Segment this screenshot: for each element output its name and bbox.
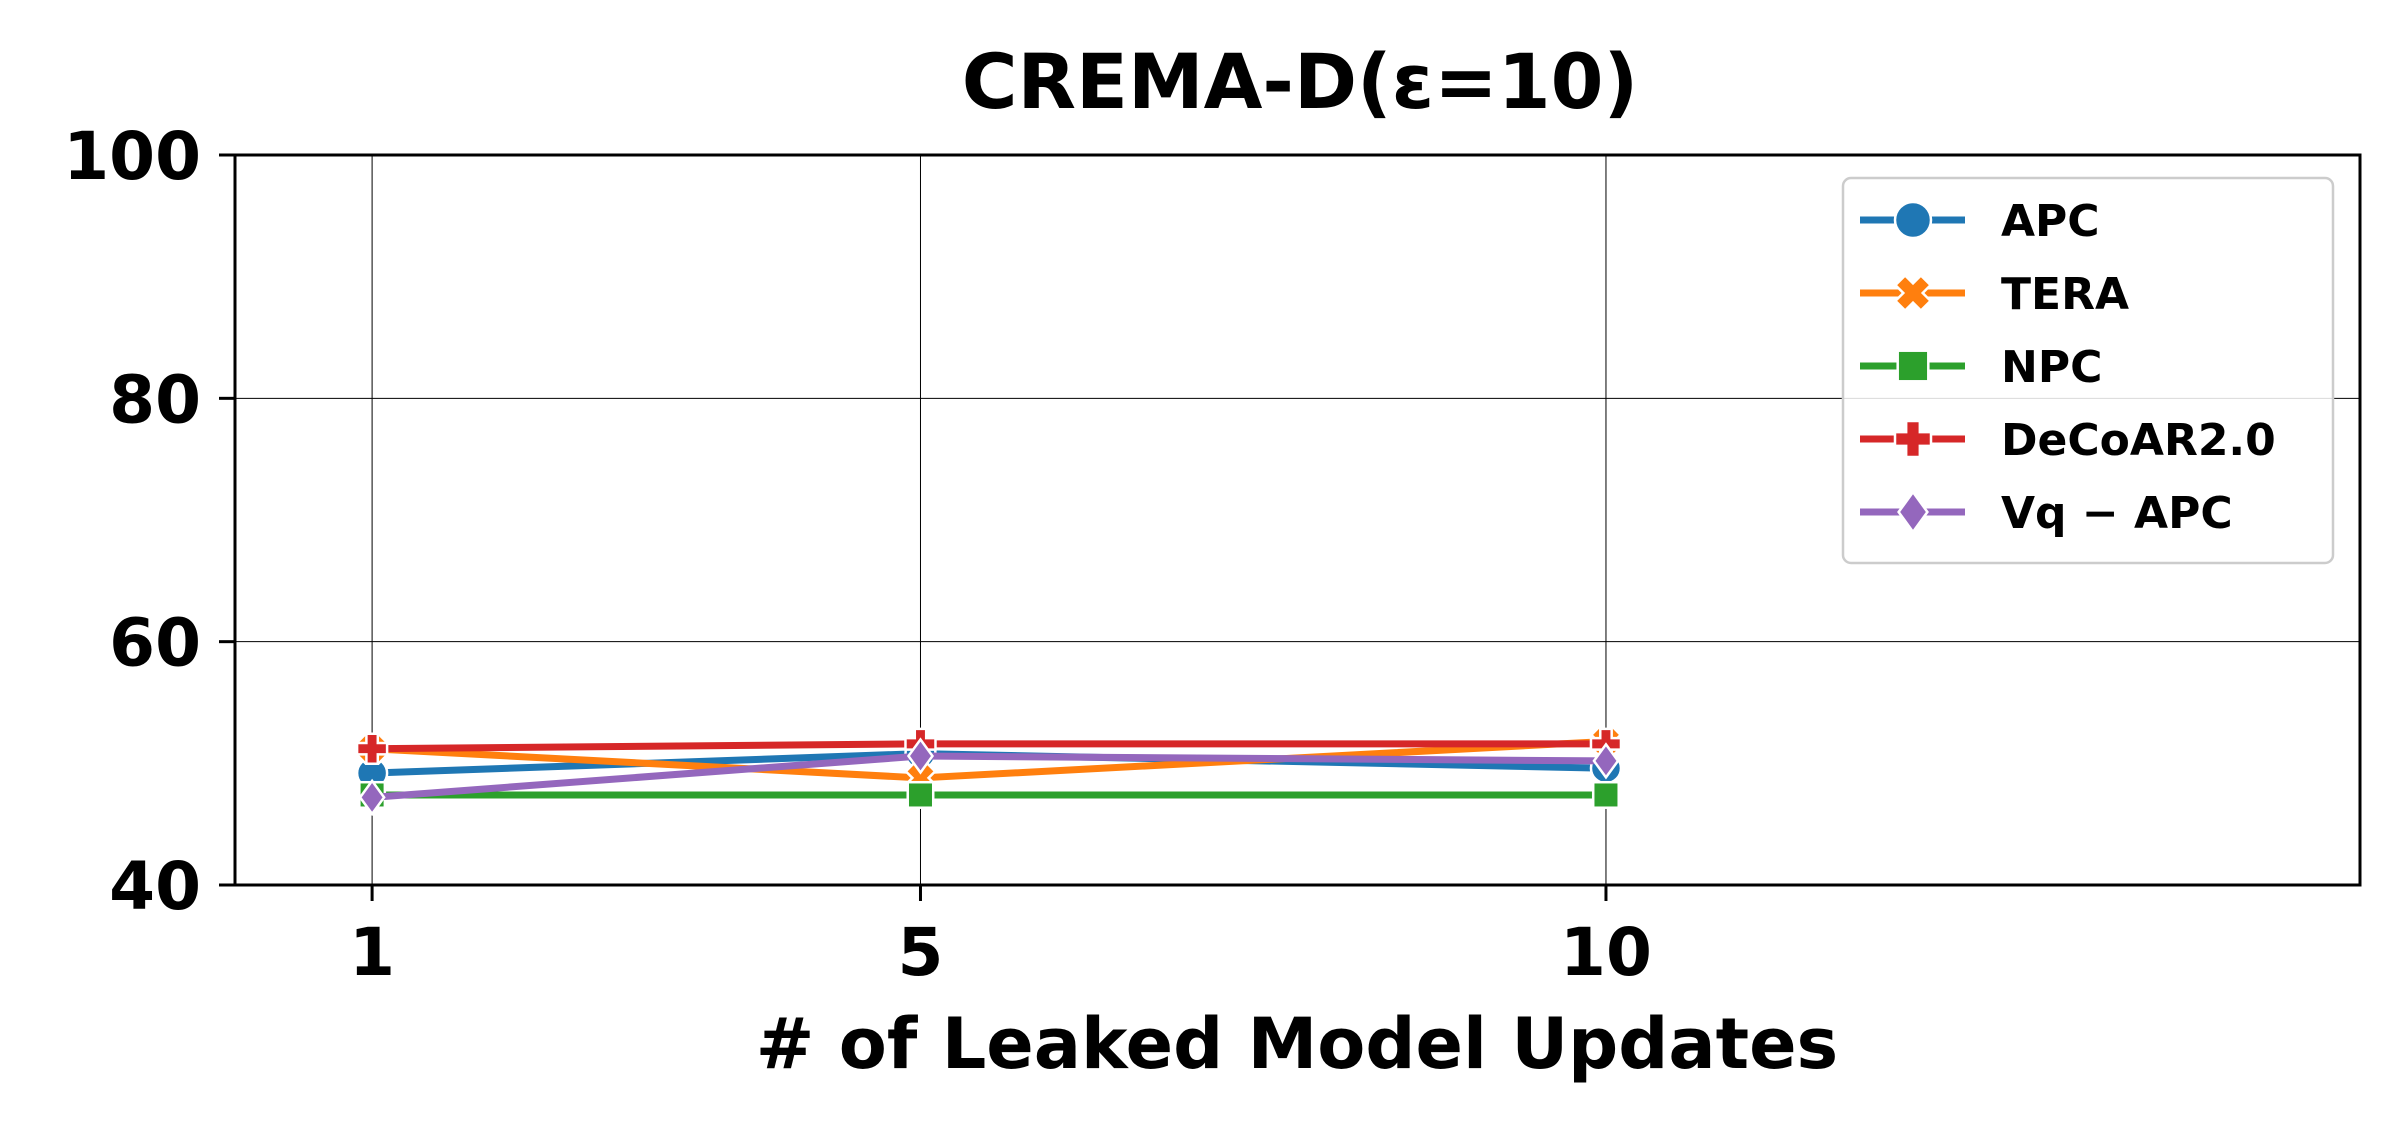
legend-label: TERA <box>2001 269 2129 320</box>
x-axis: 1 5 10 <box>349 885 1652 991</box>
legend-entry: DeCoAR2.0 <box>1860 415 2276 466</box>
chart-title: CREMA-D(ε=10) <box>962 37 1639 126</box>
plot-frame <box>233 153 2362 887</box>
legend: APC TERA NPC DeCoAR2.0 Vq − APC <box>1841 176 2335 565</box>
data-point <box>1897 490 1929 534</box>
legend-label: DeCoAR2.0 <box>2001 415 2276 466</box>
x-tick-label: 1 <box>349 914 395 991</box>
data-point <box>1591 780 1620 809</box>
data-point <box>355 732 389 765</box>
y-tick-label: 100 <box>63 118 201 195</box>
legend-entry: TERA <box>1860 269 2129 320</box>
data-point <box>1893 419 1933 459</box>
x-axis-label: # of Leaked Model Updates <box>756 1003 1838 1085</box>
data-point <box>906 780 935 809</box>
data-point <box>1893 273 1933 313</box>
data-point <box>1893 200 1933 240</box>
data-point <box>1896 349 1930 383</box>
legend-entry: NPC <box>1860 342 2102 393</box>
data-point <box>906 737 935 775</box>
y-tick-label: 40 <box>109 848 201 925</box>
y-tick-label: 80 <box>109 361 201 438</box>
y-tick-label: 60 <box>109 605 201 682</box>
legend-entry: APC <box>1860 196 2100 247</box>
legend-label: NPC <box>2001 342 2102 393</box>
series-layer <box>355 725 1623 817</box>
y-axis: 40 60 80 100 <box>63 118 235 925</box>
x-tick-label: 5 <box>898 914 944 991</box>
legend-box <box>1841 176 2335 565</box>
data-point <box>358 778 386 817</box>
series-vq-apc <box>358 737 1620 817</box>
data-point <box>1592 742 1620 780</box>
legend-label: Vq − APC <box>2001 488 2233 539</box>
legend-label: APC <box>2001 196 2100 247</box>
x-tick-label: 10 <box>1560 914 1652 991</box>
legend-entry: Vq − APC <box>1860 488 2233 539</box>
